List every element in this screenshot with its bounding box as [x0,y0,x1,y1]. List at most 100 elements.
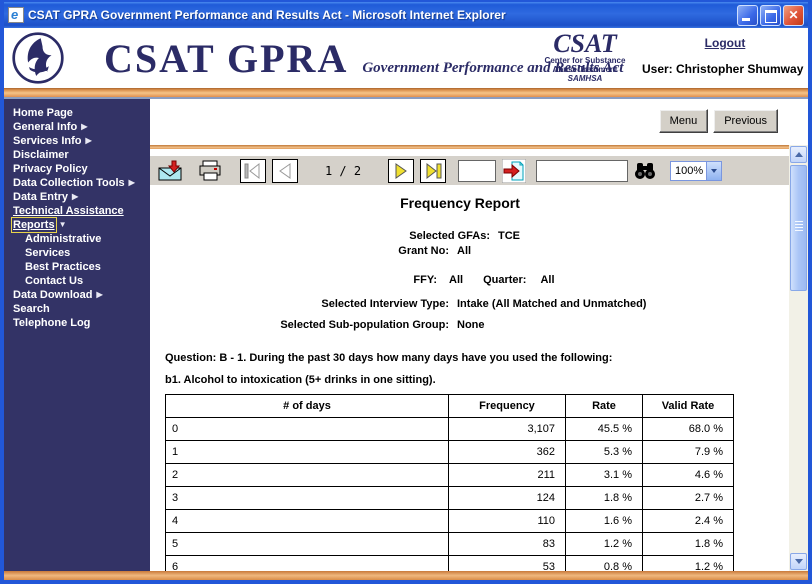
frequency-cell: 110 [448,509,566,533]
frequency-cell: 3,107 [448,417,566,441]
sidebar-item-search[interactable]: Search [13,303,50,315]
zoom-dropdown[interactable]: 100% [670,160,722,181]
previous-page-button[interactable] [272,158,298,183]
param-subpopulation: Selected Sub-population Group: None [280,319,485,331]
valid-rate-cell: 68.0 % [642,417,734,441]
next-page-button[interactable] [388,158,414,183]
maximize-button[interactable] [760,4,781,26]
valid-rate-cell: 7.9 % [642,440,734,464]
report-viewer: 1 / 2 [150,145,808,571]
sidebar-item-services-info[interactable]: Services Info ▶ [13,135,92,147]
param-grant: Grant No: All [398,245,472,257]
last-page-button[interactable] [420,158,446,183]
frequency-cell: 83 [448,532,566,556]
table-row: 4 110 1.6 % 2.4 % [165,509,734,533]
close-button[interactable]: ✕ [783,4,804,26]
search-binoculars-icon[interactable] [634,162,656,180]
expanded-arrow-icon: ▼ [58,220,67,229]
table-row: 6 53 0.8 % 1.2 % [165,555,734,571]
minimize-button[interactable] [737,4,758,26]
table-header-cell: Valid Rate [642,394,734,418]
valid-rate-cell: 1.2 % [642,555,734,571]
rate-cell: 5.3 % [565,440,643,464]
valid-rate-cell: 2.7 % [642,486,734,510]
report-toolbar: 1 / 2 [150,156,789,185]
goto-page-icon[interactable] [502,158,526,183]
sidebar-item-data-collection-tools[interactable]: Data Collection Tools ▶ [13,177,135,189]
logout-link[interactable]: Logout [704,36,746,50]
sidebar-item-home-page[interactable]: Home Page [13,107,73,119]
chevron-down-icon [794,559,803,564]
report-viewer-main: 1 / 2 [150,145,789,571]
days-cell: 1 [165,440,449,464]
content-area: Menu Previous [150,99,808,571]
days-cell: 4 [165,509,449,533]
scrollbar-thumb[interactable] [790,165,807,291]
submenu-arrow-icon: ▶ [72,192,79,201]
account-area: Logout User: Christopher Shumway [642,36,808,76]
sidebar-item-administrative[interactable]: Administrative [25,233,102,245]
hhs-logo [12,32,64,84]
sidebar-item-data-entry[interactable]: Data Entry ▶ [13,191,79,203]
table-row: 5 83 1.2 % 1.8 % [165,532,734,556]
sidebar-item-disclaimer[interactable]: Disclaimer [13,149,69,161]
app-header: CSAT GPRA Government Performance and Res… [4,28,808,88]
brand-subtitle: Government Performance and Results Act [362,59,624,76]
sidebar-item-data-download[interactable]: Data Download ▶ [13,289,103,301]
csat-logo: CSAT Center for Substance Abuse Treatmen… [544,29,626,84]
previous-button[interactable]: Previous [713,109,778,133]
table-header-cell: Frequency [448,394,566,418]
sidebar-item-telephone-log[interactable]: Telephone Log [13,317,91,329]
table-header-cell: # of days [165,394,449,418]
title-bar: e CSAT GPRA Government Performance and R… [4,2,808,28]
brand: CSAT GPRA Government Performance and Res… [104,35,623,82]
internet-explorer-icon: e [8,7,24,23]
footer-bar [4,571,808,580]
sidebar-item-technical-assistance[interactable]: Technical Assistance [13,205,124,217]
search-text-input[interactable] [536,159,628,182]
zoom-value: 100% [675,164,704,177]
frequency-cell: 124 [448,486,566,510]
chevron-up-icon [794,152,803,157]
param-gfas: Selected GFAs: TCE [409,230,520,242]
sidebar-item-contact-us[interactable]: Contact Us [25,275,84,287]
scroll-down-button[interactable] [790,553,807,570]
sidebar-item-services[interactable]: Services [25,247,71,259]
sidebar-item-privacy-policy[interactable]: Privacy Policy [13,163,88,175]
param-ffy-quarter: FFY: All Quarter: All [413,274,555,286]
chevron-down-icon [711,168,717,173]
report-title: Frequency Report [400,195,520,211]
header-divider-bar [4,88,808,99]
first-page-button[interactable] [240,158,266,183]
valid-rate-cell: 2.4 % [642,509,734,533]
rate-cell: 1.6 % [565,509,643,533]
days-cell: 3 [165,486,449,510]
zoom-dropdown-button[interactable] [706,161,721,180]
report-body: Frequency Report Selected GFAs: TCE Gran… [150,185,789,571]
days-cell: 5 [165,532,449,556]
submenu-arrow-icon: ▶ [85,136,92,145]
question-text: Question: B - 1. During the past 30 days… [165,352,613,364]
menu-button[interactable]: Menu [658,109,709,133]
page-indicator: 1 / 2 [324,163,362,178]
main-area: Home Page General Info ▶ Services Info ▶ D… [4,99,808,571]
print-icon[interactable] [198,160,224,182]
sidebar-item-reports[interactable]: Reports ▼ [11,217,67,233]
days-cell: 2 [165,463,449,487]
table-row: 0 3,107 45.5 % 68.0 % [165,417,734,441]
days-cell: 0 [165,417,449,441]
frequency-cell: 53 [448,555,566,571]
table-row: 3 124 1.8 % 2.7 % [165,486,734,510]
param-interview-type: Selected Interview Type: Intake (All Mat… [321,298,647,310]
goto-page-input[interactable] [458,159,496,182]
rate-cell: 0.8 % [565,555,643,571]
scroll-up-button[interactable] [790,146,807,163]
scrollbar-track[interactable] [790,164,807,552]
vertical-scrollbar[interactable] [789,145,808,571]
sidebar-item-general-info[interactable]: General Info ▶ [13,121,88,133]
sidebar-item-best-practices[interactable]: Best Practices [25,261,101,273]
export-icon[interactable] [158,160,184,182]
rate-cell: 1.8 % [565,486,643,510]
table-row: 2 211 3.1 % 4.6 % [165,463,734,487]
